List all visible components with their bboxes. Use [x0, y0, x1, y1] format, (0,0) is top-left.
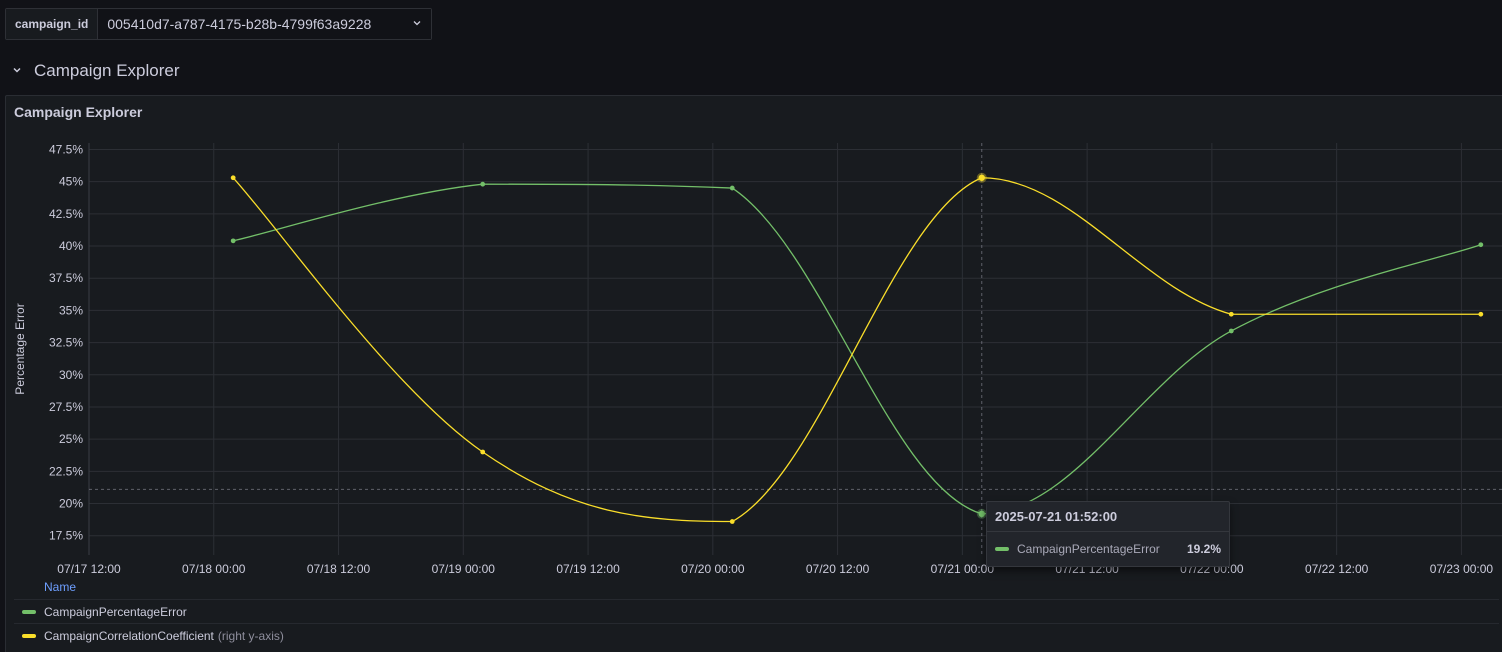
legend-item-label: CampaignPercentageError [44, 604, 187, 619]
tooltip-series-name: CampaignPercentageError [1017, 542, 1160, 556]
y-tick-label: 20% [59, 497, 83, 511]
x-tick-label: 07/18 00:00 [182, 562, 246, 576]
legend-item-label: CampaignCorrelationCoefficient [44, 628, 214, 643]
timeseries-panel: Campaign Explorer 17.5% 20% 22.5% 25% 27.5% 3… [5, 95, 1502, 652]
data-point [1228, 311, 1234, 317]
x-tick-label: 07/22 12:00 [1305, 562, 1369, 576]
data-point [1478, 242, 1484, 248]
campaign-id-value: 005410d7-a787-4175-b28b-4799f63a9228 [107, 16, 372, 32]
hover-tooltip: 2025-07-21 01:52:00 CampaignPercentageEr… [986, 501, 1230, 567]
legend-item-axis-note: (right y-axis) [217, 628, 284, 643]
x-tick-label: 07/19 12:00 [556, 562, 620, 576]
y-tick-label: 25% [59, 432, 83, 446]
tooltip-row: CampaignPercentageError 19.2% [987, 532, 1229, 566]
y-tick-label: 32.5% [49, 336, 83, 350]
y-tick-label: 17.5% [49, 529, 83, 543]
y-tick-label: 27.5% [49, 400, 83, 414]
y-tick-label: 42.5% [49, 207, 83, 221]
chevron-down-icon [12, 65, 22, 78]
y-tick-label: 35% [59, 303, 83, 317]
data-point [480, 181, 486, 187]
data-point [230, 238, 236, 244]
x-tick-label: 07/18 12:00 [307, 562, 371, 576]
y-tick-label: 22.5% [49, 464, 83, 478]
series-line-0 [233, 183, 1482, 515]
series-line-1 [232, 177, 1481, 523]
tooltip-value: 19.2% [1186, 542, 1221, 556]
y-tick-label: 45% [59, 175, 83, 189]
x-tick-label: 07/21 00:00 [931, 562, 995, 576]
data-point [978, 174, 985, 181]
series-swatch [22, 609, 36, 614]
data-point [729, 519, 735, 524]
data-point [1228, 328, 1234, 334]
y-tick-label: 40% [59, 239, 83, 253]
x-tick-label: 07/23 00:00 [1430, 562, 1494, 576]
data-point [978, 510, 985, 517]
y-tick-label: 47.5% [49, 142, 83, 156]
variable-label: campaign_id [6, 9, 99, 39]
data-point [480, 449, 486, 455]
series-swatch [995, 547, 1009, 551]
x-tick-label: 07/19 00:00 [432, 562, 496, 576]
tooltip-time: 2025-07-21 01:52:00 [987, 502, 1229, 532]
y-tick-label: 37.5% [49, 271, 83, 285]
data-point [230, 175, 236, 181]
campaign-id-select[interactable]: 005410d7-a787-4175-b28b-4799f63a9228 [98, 9, 432, 39]
legend-item-correlation-coefficient[interactable]: CampaignCorrelationCoefficient (right y-… [14, 623, 1499, 647]
legend-header[interactable]: Name [44, 580, 77, 594]
variable-picker: campaign_id 005410d7-a787-4175-b28b-4799… [5, 8, 433, 40]
row-collapse-toggle[interactable]: Campaign Explorer [12, 58, 180, 84]
x-tick-label: 07/20 00:00 [681, 562, 745, 576]
data-point [729, 185, 735, 191]
panel-title[interactable]: Campaign Explorer [14, 104, 143, 120]
y-tick-label: 30% [59, 368, 83, 382]
y-axis-label: Percentage Error [13, 303, 27, 394]
series-swatch [22, 633, 36, 638]
x-tick-label: 07/20 12:00 [806, 562, 870, 576]
row-title: Campaign Explorer [34, 61, 180, 80]
x-tick-label: 07/17 12:00 [57, 562, 121, 576]
timeseries-chart[interactable]: 17.5% 20% 22.5% 25% 27.5% 30% 32.5% 35% 37.5% 40%… [6, 96, 1502, 576]
chevron-down-icon [412, 18, 422, 31]
data-point [1478, 311, 1484, 317]
legend-item-percentage-error[interactable]: CampaignPercentageError [14, 599, 1499, 623]
